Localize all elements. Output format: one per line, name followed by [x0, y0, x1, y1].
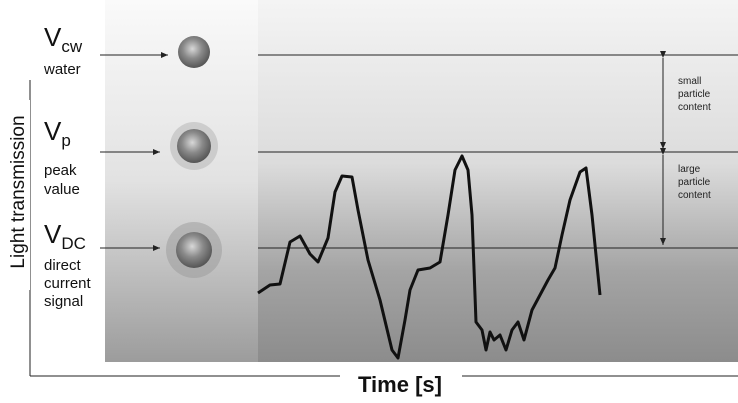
particle-image — [177, 129, 211, 163]
subscript: cw — [61, 37, 83, 56]
range-label: content — [678, 102, 711, 113]
level-description: peak — [44, 162, 77, 179]
y-label-bg — [8, 100, 30, 290]
level-description: current — [44, 275, 92, 292]
range-label: small — [678, 76, 701, 87]
range-label: particle — [678, 89, 711, 100]
level-description: value — [44, 181, 80, 198]
symbol: V — [44, 219, 62, 249]
level-symbol: VDC — [44, 219, 86, 253]
signal-panel — [258, 0, 738, 362]
particle-image — [176, 232, 212, 268]
signal-curve — [257, 154, 602, 360]
x-axis-label: Time [s] — [358, 372, 442, 397]
subscript: p — [61, 131, 70, 150]
range-label: content — [678, 190, 711, 201]
range-label: particle — [678, 177, 711, 188]
level-description: water — [43, 61, 81, 78]
particle-image — [178, 36, 210, 68]
y-axis-label: Light transmission — [8, 115, 29, 268]
symbol: V — [44, 22, 62, 52]
subscript: DC — [61, 234, 86, 253]
level-symbol: Vcw — [44, 22, 83, 56]
range-label: large — [678, 164, 701, 175]
level-description: direct — [44, 257, 82, 274]
symbol: V — [44, 116, 62, 146]
level-symbol: Vp — [44, 116, 71, 150]
level-description: signal — [44, 293, 83, 310]
